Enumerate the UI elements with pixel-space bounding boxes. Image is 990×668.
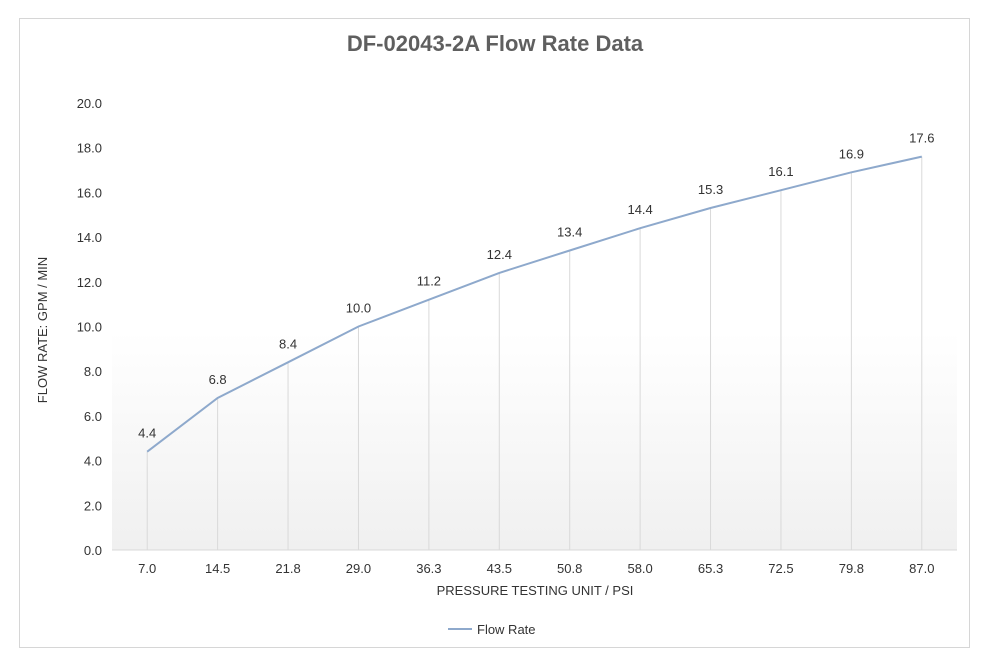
- data-label: 14.4: [627, 202, 652, 217]
- x-axis-ticks: 7.0 14.5 21.8 29.0 36.3 43.5 50.8 58.0 65.3 72.5 7…: [138, 561, 934, 576]
- data-label: 15.3: [698, 182, 723, 197]
- x-tick-label: 43.5: [487, 561, 512, 576]
- data-label: 16.9: [839, 146, 864, 161]
- x-tick-label: 79.8: [839, 561, 864, 576]
- x-tick-label: 65.3: [698, 561, 723, 576]
- y-tick-label: 8.0: [84, 364, 102, 379]
- legend: Flow Rate: [448, 622, 536, 637]
- grid-lines: [112, 156, 957, 551]
- data-labels: 4.4 6.8 8.4 10.0 11.2 12.4 13.4 14.4 15.3 16.1 16.…: [138, 131, 934, 452]
- x-axis-title: PRESSURE TESTING UNIT / PSI: [437, 583, 634, 598]
- y-tick-label: 6.0: [84, 409, 102, 424]
- y-tick-label: 4.0: [84, 454, 102, 469]
- x-tick-label: 14.5: [205, 561, 230, 576]
- y-tick-label: 14.0: [77, 230, 102, 245]
- x-tick-label: 36.3: [416, 561, 441, 576]
- x-tick-label: 87.0: [909, 561, 934, 576]
- x-tick-label: 21.8: [275, 561, 300, 576]
- x-tick-label: 29.0: [346, 561, 371, 576]
- data-label: 8.4: [279, 336, 297, 351]
- y-tick-label: 2.0: [84, 498, 102, 513]
- x-tick-label: 58.0: [627, 561, 652, 576]
- x-tick-label: 72.5: [768, 561, 793, 576]
- data-label: 11.2: [417, 274, 441, 289]
- data-label: 16.1: [768, 164, 793, 179]
- y-axis-title: FLOW RATE: GPM / MIN: [35, 257, 50, 403]
- y-axis-ticks: 0.0 2.0 4.0 6.0 8.0 10.0 12.0 14.0 16.0 18.0 20.0: [77, 96, 102, 558]
- x-tick-label: 7.0: [138, 561, 156, 576]
- y-tick-label: 12.0: [77, 275, 102, 290]
- data-label: 17.6: [909, 131, 934, 146]
- chart-title: DF-02043-2A Flow Rate Data: [347, 31, 644, 56]
- data-label: 10.0: [346, 301, 371, 316]
- plot-area-background: [112, 214, 957, 550]
- y-tick-label: 18.0: [77, 141, 102, 156]
- flow-rate-line: [146, 155, 923, 453]
- data-label: 6.8: [209, 372, 227, 387]
- y-tick-label: 20.0: [77, 96, 102, 111]
- data-label: 12.4: [487, 247, 512, 262]
- y-tick-label: 0.0: [84, 543, 102, 558]
- x-tick-label: 50.8: [557, 561, 582, 576]
- data-label: 4.4: [138, 426, 156, 441]
- y-tick-label: 10.0: [77, 320, 102, 335]
- y-tick-label: 16.0: [77, 185, 102, 200]
- data-label: 13.4: [557, 225, 582, 240]
- legend-label-flow-rate: Flow Rate: [477, 622, 536, 637]
